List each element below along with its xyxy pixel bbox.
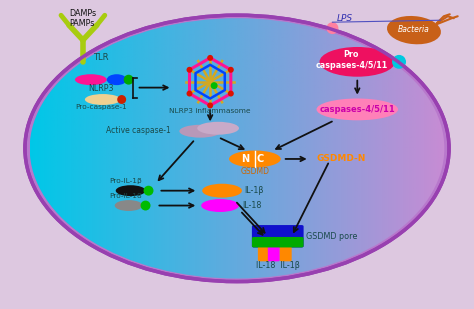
Text: Bacteria: Bacteria	[398, 25, 430, 34]
Text: NLRP3 inflammasome: NLRP3 inflammasome	[169, 108, 251, 114]
Ellipse shape	[75, 74, 107, 85]
Text: TLR: TLR	[93, 53, 109, 62]
Text: NLRP3: NLRP3	[88, 84, 114, 93]
Ellipse shape	[85, 94, 121, 105]
Text: Pro
caspases-4/5/11: Pro caspases-4/5/11	[315, 50, 387, 70]
Ellipse shape	[201, 199, 239, 212]
Text: LPS: LPS	[337, 14, 353, 23]
FancyBboxPatch shape	[252, 237, 304, 248]
Text: IL-1β: IL-1β	[244, 186, 264, 195]
Text: DAMPs
PAMPs: DAMPs PAMPs	[69, 9, 96, 28]
Ellipse shape	[115, 200, 143, 211]
Text: IL-18  IL-1β: IL-18 IL-1β	[256, 261, 300, 270]
FancyBboxPatch shape	[268, 244, 280, 261]
Text: Pro-caspase-1: Pro-caspase-1	[75, 104, 127, 110]
Ellipse shape	[186, 67, 192, 73]
Ellipse shape	[107, 74, 127, 85]
FancyBboxPatch shape	[280, 244, 292, 261]
Ellipse shape	[207, 103, 213, 108]
Ellipse shape	[228, 91, 234, 96]
Text: GSDMD pore: GSDMD pore	[306, 232, 357, 241]
Text: C: C	[256, 154, 264, 164]
Text: IL-18: IL-18	[242, 201, 261, 210]
Text: Pro-IL-1β: Pro-IL-1β	[109, 178, 142, 184]
Ellipse shape	[186, 91, 192, 96]
Ellipse shape	[25, 15, 449, 281]
Ellipse shape	[116, 185, 146, 196]
Ellipse shape	[144, 186, 154, 196]
Ellipse shape	[319, 47, 395, 77]
Text: GSDMD: GSDMD	[240, 167, 269, 176]
Ellipse shape	[317, 99, 398, 120]
Text: GSDMD-N: GSDMD-N	[317, 154, 366, 163]
Ellipse shape	[228, 67, 234, 73]
Ellipse shape	[202, 184, 242, 198]
Ellipse shape	[327, 22, 338, 34]
Ellipse shape	[141, 201, 151, 210]
Ellipse shape	[197, 122, 239, 135]
Text: caspases-4/5/11: caspases-4/5/11	[319, 105, 395, 114]
Ellipse shape	[210, 82, 218, 89]
Text: Pro-IL-18: Pro-IL-18	[109, 193, 142, 199]
Ellipse shape	[179, 125, 221, 138]
Ellipse shape	[124, 75, 134, 85]
Ellipse shape	[207, 55, 213, 61]
Text: N: N	[241, 154, 249, 164]
Ellipse shape	[392, 55, 406, 69]
Ellipse shape	[229, 150, 281, 167]
Text: Active caspase-1: Active caspase-1	[106, 126, 170, 135]
Ellipse shape	[387, 16, 441, 44]
Ellipse shape	[117, 95, 126, 104]
FancyBboxPatch shape	[258, 244, 270, 261]
FancyBboxPatch shape	[252, 225, 304, 248]
